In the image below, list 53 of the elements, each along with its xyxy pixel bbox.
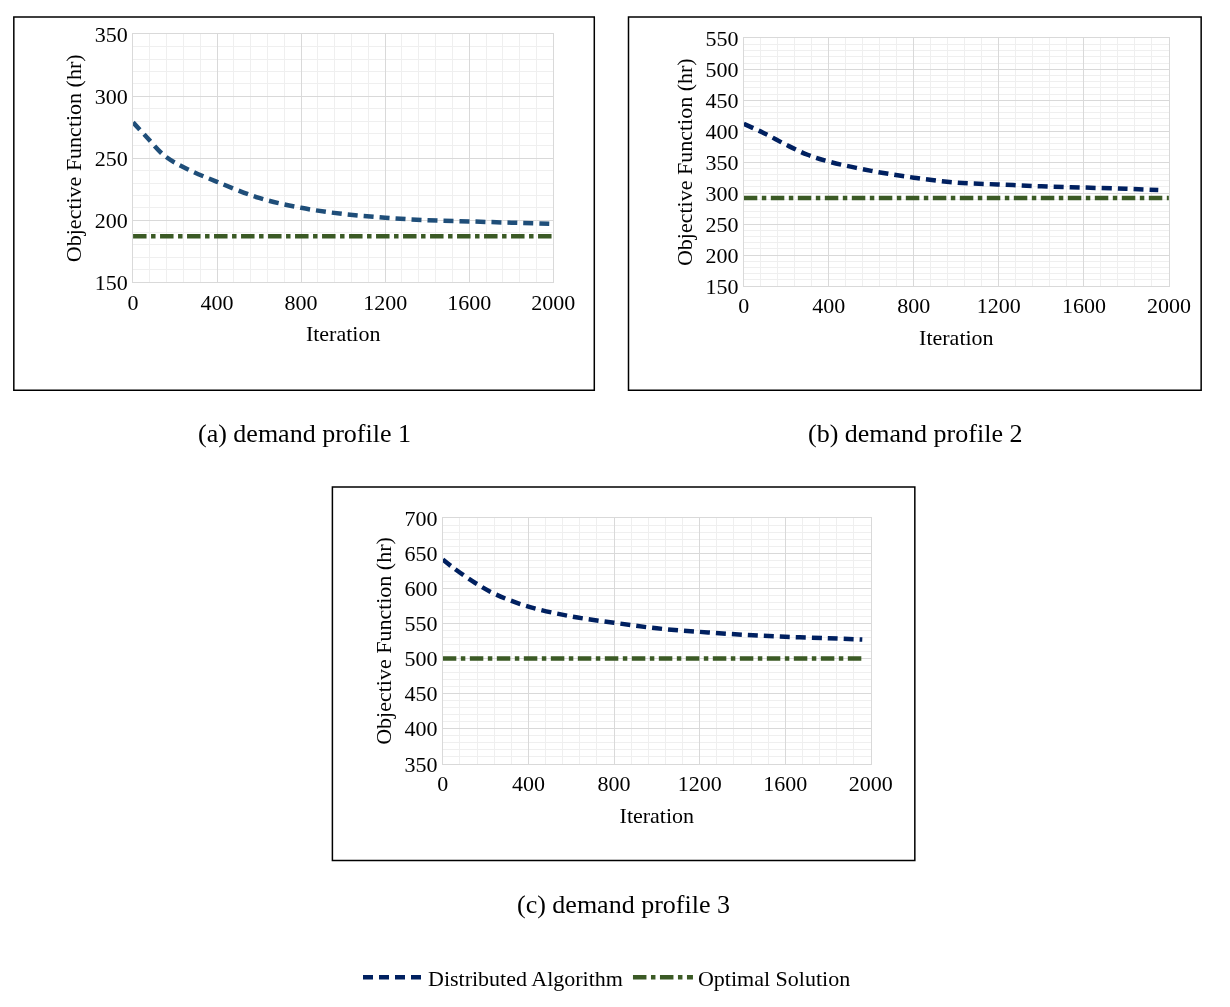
text: (a) demand profile 1 [198, 419, 411, 448]
y-tick-label: 650 [404, 540, 438, 566]
y-tick-label: 200 [94, 207, 128, 233]
x-axis-title: Iteration [619, 803, 695, 829]
y-axis-title: Objective Function (hr) [672, 58, 698, 267]
x-tick-label: 2000 [1146, 293, 1191, 319]
y-tick-label: 700 [404, 505, 438, 531]
y-tick-label: 450 [404, 681, 438, 707]
y-tick-label: 150 [94, 269, 128, 295]
line-series [743, 121, 1161, 193]
y-tick-label: 500 [705, 56, 739, 82]
y-tick-label: 450 [705, 87, 739, 113]
x-axis-title: Iteration [305, 321, 381, 347]
legend-label: Optimal Solution [697, 965, 851, 991]
x-tick-label: 1200 [677, 771, 722, 797]
x-tick-label: 800 [284, 289, 318, 315]
y-tick-label: 250 [705, 211, 739, 237]
y-tick-label: 300 [705, 180, 739, 206]
line-series [442, 557, 865, 642]
x-tick-label: 400 [511, 771, 545, 797]
x-tick-label: 1200 [363, 289, 408, 315]
y-tick-label: 400 [404, 716, 438, 742]
y-tick-label: 400 [705, 118, 739, 144]
x-tick-label: 0 [738, 293, 750, 319]
y-tick-label: 150 [705, 273, 739, 299]
legend-label: Distributed Algorithm [428, 965, 623, 991]
x-tick-label: 800 [597, 771, 631, 797]
y-tick-label: 350 [705, 149, 739, 175]
x-tick-label: 1600 [1061, 293, 1106, 319]
x-tick-label: 800 [897, 293, 931, 319]
y-tick-label: 500 [404, 646, 438, 672]
y-tick-label: 600 [404, 576, 438, 602]
text: (c) demand profile 3 [517, 890, 730, 919]
x-tick-label: 1600 [763, 771, 808, 797]
y-tick-label: 250 [94, 145, 128, 171]
y-axis-title: Objective Function (hr) [371, 537, 397, 745]
x-tick-label: 2000 [848, 771, 893, 797]
y-tick-label: 350 [94, 22, 128, 48]
y-axis-title: Objective Function (hr) [61, 54, 87, 263]
x-tick-label: 400 [200, 289, 234, 315]
x-axis-title: Iteration [919, 325, 994, 351]
x-tick-label: 1600 [447, 289, 492, 315]
x-tick-label: 0 [127, 289, 139, 315]
x-tick-label: 2000 [531, 289, 576, 315]
y-tick-label: 350 [404, 751, 438, 777]
y-tick-label: 550 [404, 611, 438, 637]
y-tick-label: 200 [705, 242, 739, 268]
text: (b) demand profile 2 [808, 419, 1023, 448]
x-tick-label: 400 [812, 293, 846, 319]
x-tick-label: 0 [437, 771, 449, 797]
y-tick-label: 300 [94, 84, 128, 110]
y-tick-label: 550 [705, 26, 739, 52]
x-tick-label: 1200 [976, 293, 1021, 319]
